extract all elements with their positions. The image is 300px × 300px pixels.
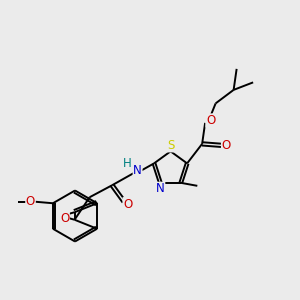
Text: O: O (221, 139, 231, 152)
Text: O: O (123, 198, 132, 211)
Text: N: N (133, 164, 142, 177)
Text: O: O (60, 212, 69, 225)
Text: O: O (26, 195, 35, 208)
Text: N: N (156, 182, 165, 195)
Text: O: O (206, 114, 215, 127)
Text: H: H (123, 157, 132, 170)
Text: S: S (167, 139, 174, 152)
